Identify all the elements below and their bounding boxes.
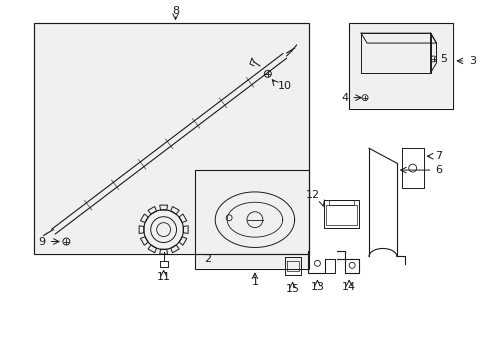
- Bar: [196, 171, 308, 268]
- Bar: [324, 200, 358, 228]
- Text: 12: 12: [305, 190, 320, 200]
- Text: 9: 9: [39, 237, 45, 247]
- Bar: [160, 261, 167, 267]
- Text: 15: 15: [285, 284, 299, 294]
- Text: 10: 10: [277, 81, 291, 91]
- Text: 8: 8: [172, 6, 179, 16]
- Text: 4: 4: [340, 93, 347, 103]
- Text: 2: 2: [203, 255, 210, 264]
- Text: 5: 5: [440, 54, 447, 64]
- Bar: [35, 24, 308, 253]
- Text: 11: 11: [156, 272, 170, 282]
- Bar: [349, 24, 451, 108]
- Text: 13: 13: [310, 282, 324, 292]
- Text: 3: 3: [468, 56, 475, 66]
- Text: 14: 14: [342, 282, 356, 292]
- Text: 1: 1: [251, 277, 258, 287]
- Bar: [325, 205, 356, 225]
- Bar: [328, 200, 353, 205]
- Text: 6: 6: [435, 165, 442, 175]
- Text: 7: 7: [435, 151, 442, 161]
